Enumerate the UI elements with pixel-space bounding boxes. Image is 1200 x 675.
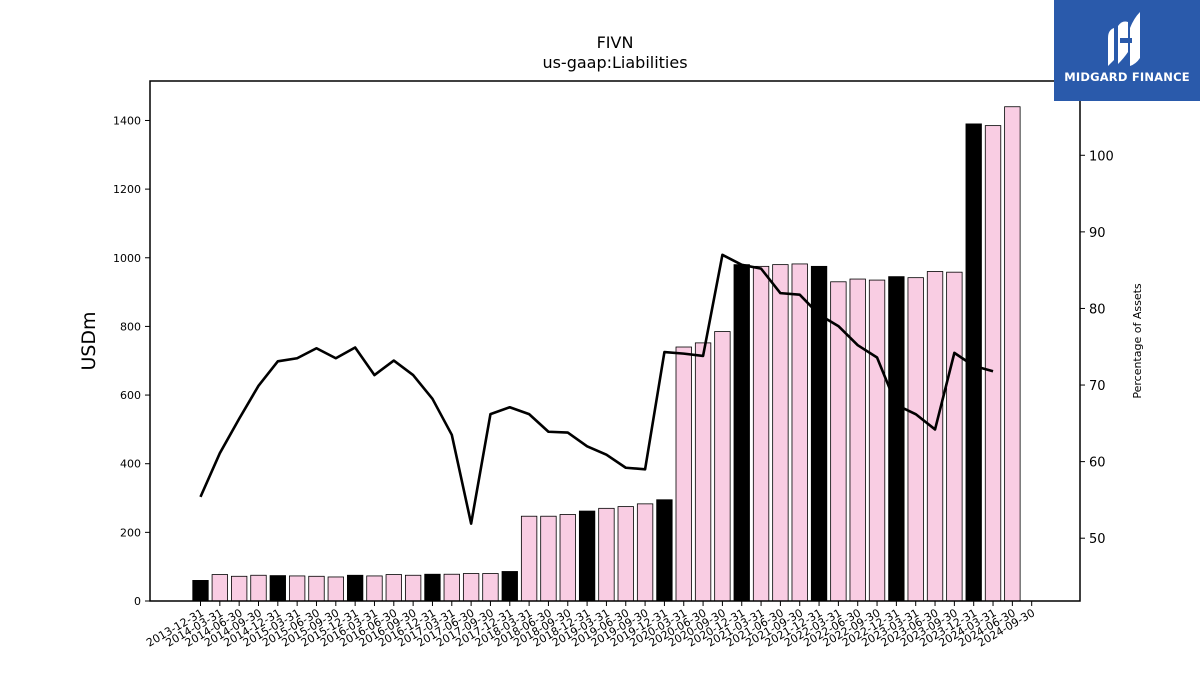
y-tick-label: 1400: [113, 114, 141, 127]
bar: [888, 276, 905, 602]
bar: [385, 574, 402, 602]
line-path: [199, 253, 994, 525]
y-axis-label: USDm: [78, 311, 100, 370]
bar: [482, 573, 499, 602]
bar: [849, 278, 866, 602]
bar: [636, 503, 654, 602]
bar: [656, 499, 673, 602]
bar: [231, 575, 248, 602]
y2-axis-label: Percentage of Assets: [1131, 283, 1144, 399]
bar: [578, 510, 596, 602]
y-tick-label: 200: [120, 526, 141, 539]
bar: [733, 264, 750, 602]
chart-subtitle: us-gaap:Liabilities: [542, 53, 687, 72]
bar: [346, 574, 364, 602]
bar: [404, 574, 422, 602]
y2-tick-label: 80: [1089, 302, 1106, 317]
line-series: [199, 253, 994, 525]
bar: [946, 271, 963, 602]
bar: [752, 265, 770, 602]
bar: [617, 506, 634, 602]
plot-frame: [149, 80, 1081, 602]
bar: [926, 271, 944, 602]
bar: [192, 580, 209, 602]
bar: [520, 515, 538, 602]
y2-tick-label: 60: [1089, 456, 1106, 471]
bar: [868, 279, 886, 602]
bar: [269, 575, 286, 602]
axes: 0200400600800100012001400506070809010020…: [113, 80, 1114, 650]
bar-series: [192, 106, 1021, 602]
bar: [1004, 106, 1021, 602]
bar: [907, 277, 924, 602]
y2-tick-label: 70: [1089, 379, 1106, 394]
bar: [443, 573, 460, 602]
bar: [327, 576, 344, 602]
midgard-m-icon: [1108, 12, 1140, 66]
bar: [366, 575, 383, 602]
logo-text: MIDGARD FINANCE: [1064, 70, 1190, 84]
bar: [675, 346, 692, 602]
bar: [694, 342, 712, 602]
y2-tick-label: 90: [1089, 226, 1106, 241]
bar: [984, 125, 1002, 602]
bar: [772, 264, 789, 602]
y2-tick-label: 50: [1089, 532, 1106, 547]
chart-title: FIVN: [597, 33, 634, 52]
bar: [308, 575, 325, 602]
bar: [211, 574, 228, 602]
y-tick-label: 400: [120, 458, 141, 471]
y2-tick-label: 100: [1089, 149, 1114, 164]
bar: [288, 575, 306, 602]
bar: [559, 514, 576, 602]
y-tick-label: 1200: [113, 183, 141, 196]
bar: [424, 573, 441, 602]
y-tick-label: 0: [134, 595, 141, 608]
bar: [598, 507, 615, 602]
y-tick-label: 800: [120, 320, 141, 333]
bar: [791, 263, 808, 602]
bar: [250, 574, 267, 602]
bar: [540, 515, 557, 602]
bar: [462, 573, 480, 602]
bar: [501, 571, 518, 602]
midgard-finance-logo: MIDGARD FINANCE: [1054, 0, 1200, 101]
bar: [714, 331, 731, 602]
y-tick-label: 600: [120, 389, 141, 402]
y-tick-label: 1000: [113, 252, 141, 265]
